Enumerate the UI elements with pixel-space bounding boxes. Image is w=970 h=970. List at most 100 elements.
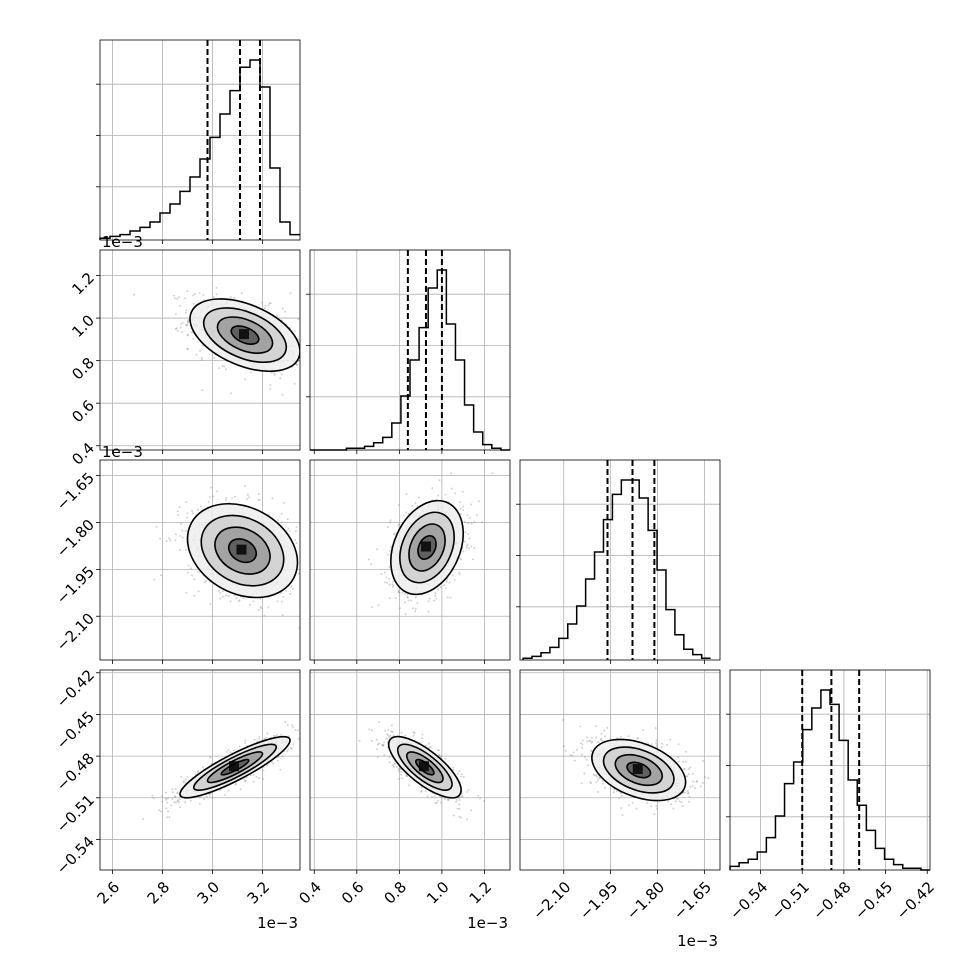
scatter-point: [414, 502, 417, 505]
scatter-point: [174, 297, 176, 300]
scatter-point: [290, 747, 292, 750]
scatter-point: [258, 737, 261, 740]
scatter-point: [388, 566, 391, 568]
scatter-point: [174, 801, 177, 804]
scatter-point: [458, 770, 461, 773]
scatter-point: [305, 342, 307, 344]
scatter-point: [212, 495, 215, 498]
scatter-point: [388, 577, 390, 580]
scatter-point: [263, 737, 266, 740]
histogram-1: [310, 269, 510, 451]
histogram-2: [522, 479, 711, 660]
scatter-point: [199, 349, 202, 352]
scatter-point: [467, 522, 470, 525]
scatter-point: [388, 736, 391, 739]
scatter-point: [300, 325, 302, 327]
scatter-point: [386, 581, 388, 584]
scatter-point: [391, 585, 394, 588]
scatter-point: [691, 785, 694, 788]
scatter-point: [234, 783, 237, 786]
scatter-point: [471, 558, 474, 561]
scatter-point: [187, 319, 190, 322]
scatter-point: [437, 799, 440, 802]
scatter-point: [284, 721, 287, 724]
scatter-point: [304, 592, 306, 594]
scatter-point: [176, 510, 179, 513]
scatter-point: [600, 737, 603, 740]
scatter-point: [393, 765, 395, 768]
scatter-point: [452, 768, 455, 771]
scatter-point: [466, 543, 469, 546]
scatter-point: [428, 597, 431, 600]
scatter-point: [174, 533, 177, 536]
hist-panel-0: [96, 39, 301, 244]
scatter-point: [186, 290, 189, 293]
scatter-point: [460, 795, 463, 798]
scatter-point: [458, 796, 461, 799]
scatter-point: [176, 297, 179, 300]
scatter-point: [185, 591, 188, 594]
scatter-point: [386, 526, 389, 529]
scatter-point: [618, 797, 621, 800]
scatter-point: [181, 529, 184, 532]
axes-frame: [99, 669, 301, 871]
scatter-point: [197, 769, 200, 772]
scatter-point: [470, 809, 473, 812]
scatter-point: [427, 600, 430, 603]
scatter-point: [151, 794, 154, 797]
scatter-point: [393, 533, 396, 536]
scatter-point: [312, 353, 314, 355]
scatter-point: [458, 571, 461, 574]
scatter-point: [186, 776, 189, 778]
scatter-point: [312, 565, 314, 567]
scatter-point: [464, 531, 467, 534]
scatter-point: [276, 314, 278, 317]
scatter-point: [452, 814, 455, 817]
scatter-point: [294, 729, 297, 731]
scatter-point: [296, 729, 299, 732]
scatter-point: [201, 358, 203, 361]
scatter-point: [253, 738, 256, 741]
scatter-point: [460, 558, 463, 561]
scatter-point: [466, 818, 469, 821]
scatter-point: [224, 794, 226, 796]
scatter-point: [171, 797, 174, 800]
scatter-point: [271, 497, 274, 500]
scatter-point: [450, 472, 452, 475]
scatter-point: [449, 596, 452, 599]
scatter-point: [215, 286, 218, 289]
scatter-point: [196, 508, 199, 511]
scatter-point: [435, 801, 438, 804]
scatter-point: [197, 590, 200, 593]
axes-frame: [99, 39, 301, 241]
scatter-point: [282, 596, 285, 598]
scatter-point: [434, 594, 437, 597]
scatter-point: [238, 745, 241, 748]
scatter-point: [223, 365, 226, 368]
scatter-point: [142, 817, 145, 820]
scatter-point: [387, 728, 390, 731]
scatter-point: [187, 320, 189, 323]
scatter-point: [193, 594, 196, 597]
scatter-point: [216, 490, 218, 493]
scatter-point: [358, 739, 361, 742]
scatter-point: [395, 765, 398, 768]
scatter-point: [435, 597, 438, 600]
scatter-panel-3_0: [96, 669, 301, 874]
scatter-point: [635, 807, 638, 810]
scatter-point: [227, 595, 230, 598]
scatter-point: [467, 533, 470, 535]
scatter-point: [219, 597, 222, 600]
scatter-point: [255, 775, 258, 778]
scatter-point: [305, 361, 307, 363]
scatter-point: [405, 775, 408, 778]
scatter-point: [294, 538, 297, 541]
scatter-point: [209, 602, 212, 605]
scatter-point: [687, 792, 689, 795]
scatter-point: [600, 732, 603, 735]
scatter-point: [476, 513, 479, 516]
scatter-point: [414, 596, 417, 599]
scatter-point: [167, 810, 170, 813]
scatter-point: [394, 597, 397, 600]
scatter-point: [205, 795, 208, 798]
